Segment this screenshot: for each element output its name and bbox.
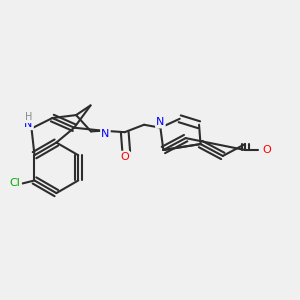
Text: N: N xyxy=(156,117,165,128)
Text: N: N xyxy=(24,119,33,129)
Text: H: H xyxy=(25,112,32,122)
Text: O: O xyxy=(120,152,129,162)
Text: N: N xyxy=(101,129,110,139)
Text: O: O xyxy=(262,145,271,155)
Text: Cl: Cl xyxy=(10,178,21,188)
